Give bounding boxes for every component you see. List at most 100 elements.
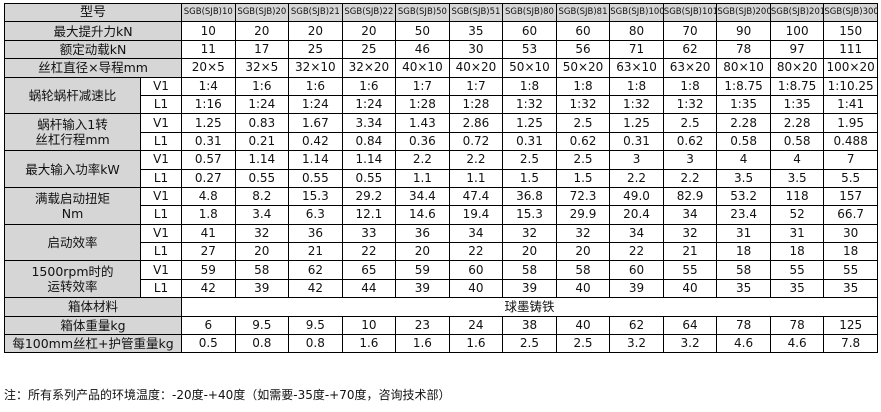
- cell: 15.3: [288, 186, 343, 207]
- cell: 90: [716, 21, 771, 41]
- cell: 36: [395, 223, 450, 244]
- cell: 1:6: [288, 76, 343, 96]
- cell: 1.8: [181, 205, 236, 225]
- row-label-line: Nm: [61, 205, 84, 221]
- cell: 1.6: [395, 334, 450, 354]
- data-row: L1 1.8 3.4 6.3 12.1 14.6 19.4 15.3 29.9 20.4 34 23.…: [5, 205, 878, 225]
- cell: 1:8: [555, 76, 611, 96]
- cell: 58: [716, 260, 771, 280]
- cell: 72.3: [555, 186, 611, 207]
- model-header: SGB(SJB)300: [823, 2, 878, 23]
- cell: 29.2: [341, 186, 397, 207]
- cell: 1:8: [662, 76, 718, 96]
- cell: 12.1: [341, 205, 397, 225]
- data-row: L1 0.31 0.21 0.42 0.84 0.36 0.72 0.31 0.62 0.31 0.…: [5, 131, 878, 152]
- cell: 22: [609, 242, 664, 262]
- model-header: SGB(SJB)200: [716, 2, 771, 23]
- row-label-line: 每100mm丝杠+护管重量kg: [12, 336, 174, 352]
- cell: 32×10: [288, 58, 343, 78]
- cell: 40: [448, 278, 504, 299]
- cell: 1:24: [341, 94, 397, 115]
- data-row: 1500rpm时的 运转效率 V1 59 58 62 65 59 60 58 58 60 55 58 55 5…: [4, 260, 878, 299]
- cell: 1:24: [234, 94, 290, 115]
- cell: 3: [662, 150, 718, 170]
- cell: 1:16: [181, 94, 236, 115]
- line-tag: L1: [139, 205, 183, 225]
- cell: 20×5: [181, 58, 236, 78]
- cell: 50×10: [502, 58, 557, 78]
- row-label: 每100mm丝杠+护管重量kg: [3, 334, 183, 354]
- cell: 80×20: [769, 58, 825, 78]
- cell: 150: [823, 21, 878, 41]
- data-row: 额定动载kN 11 17 25 25 46 30 53 56 71 62 78 97 111: [3, 39, 878, 60]
- cell: 157: [823, 186, 878, 207]
- cell: 38: [502, 315, 557, 336]
- cell: 27: [181, 242, 236, 262]
- cell: 1:4: [181, 76, 236, 96]
- cell: 30: [823, 223, 878, 244]
- cell: 39: [234, 278, 290, 299]
- model-header: SGB(SJB)101: [662, 2, 718, 23]
- cell: 33: [341, 223, 397, 244]
- cell: 0.5: [181, 334, 236, 354]
- cell: 25: [341, 39, 397, 60]
- model-header: SGB(SJB)80: [502, 2, 557, 23]
- cell: 10: [181, 21, 236, 41]
- cell: 56: [555, 39, 611, 60]
- cell: 97: [769, 39, 825, 60]
- cell: 0.27: [181, 168, 236, 188]
- line-tag: L1: [139, 278, 183, 299]
- cell: 2.28: [769, 113, 825, 133]
- cell: 1:8: [502, 76, 557, 96]
- cell: 1.43: [395, 113, 450, 133]
- cell: 40: [662, 278, 718, 299]
- cell: 21: [288, 242, 343, 262]
- spec-table: 型号 SGB(SJB)10 SGB(SJB)20 SGB(SJB)21 SGB(SJB)…: [3, 2, 878, 354]
- cell: 60: [609, 260, 664, 280]
- cell: 1.5: [502, 168, 557, 188]
- cell: 20: [234, 242, 290, 262]
- cell: 35: [823, 278, 878, 299]
- cell: 0.31: [181, 131, 236, 152]
- data-row: 最大输入功率kW V1 0.57 1.14 1.14 1.14 2.2 2.2 2.5 2.5 3 3…: [4, 150, 878, 188]
- row-label: 箱体材料: [3, 297, 183, 317]
- cell: 59: [395, 260, 450, 280]
- cell: 1:6: [341, 76, 397, 96]
- cell: 1:8: [609, 76, 664, 96]
- cell: 34.4: [395, 186, 450, 207]
- model-header: SGB(SJB)10: [181, 2, 236, 23]
- row-label-line: 最大输入功率kW: [25, 161, 120, 177]
- row-label: 丝杠直径×导程mm: [3, 58, 183, 78]
- cell: 40×20: [448, 58, 504, 78]
- cell: 2.5: [502, 150, 557, 170]
- cell: 50×20: [555, 58, 611, 78]
- cell: 0.8: [288, 334, 343, 354]
- cell: 62: [609, 315, 664, 336]
- cell: 62: [662, 39, 718, 60]
- header-row: 型号 SGB(SJB)10 SGB(SJB)20 SGB(SJB)21 SGB(SJB)…: [3, 2, 878, 23]
- cell: 31: [716, 223, 771, 244]
- cell: 80×10: [716, 58, 771, 78]
- line-tag: L1: [139, 242, 183, 262]
- cell: 82.9: [662, 186, 718, 207]
- cell: 4: [716, 150, 771, 170]
- cell: 1.14: [234, 150, 290, 170]
- cell: 1:32: [609, 94, 664, 115]
- cell: 1.1: [448, 168, 504, 188]
- span-cell: 球墨铸铁: [181, 297, 878, 317]
- cell: 62: [288, 260, 343, 280]
- cell: 2.5: [555, 150, 611, 170]
- data-row: 满载启动扭矩 Nm V1 4.8 8.2 15.3 29.2 34.4 47.4 36.8 72.3…: [4, 186, 878, 225]
- cell: 7: [823, 150, 878, 170]
- cell: 3.2: [609, 334, 664, 354]
- cell: 35: [716, 278, 771, 299]
- cell: 55: [769, 260, 825, 280]
- cell: 55: [823, 260, 878, 280]
- cell: 100: [769, 21, 825, 41]
- cell: 60: [448, 260, 504, 280]
- cell: 1.95: [823, 113, 878, 133]
- row-label: 满载启动扭矩 Nm: [4, 186, 141, 225]
- cell: 9.5: [288, 315, 343, 336]
- cell: 31: [769, 223, 825, 244]
- cell: 39: [502, 278, 557, 299]
